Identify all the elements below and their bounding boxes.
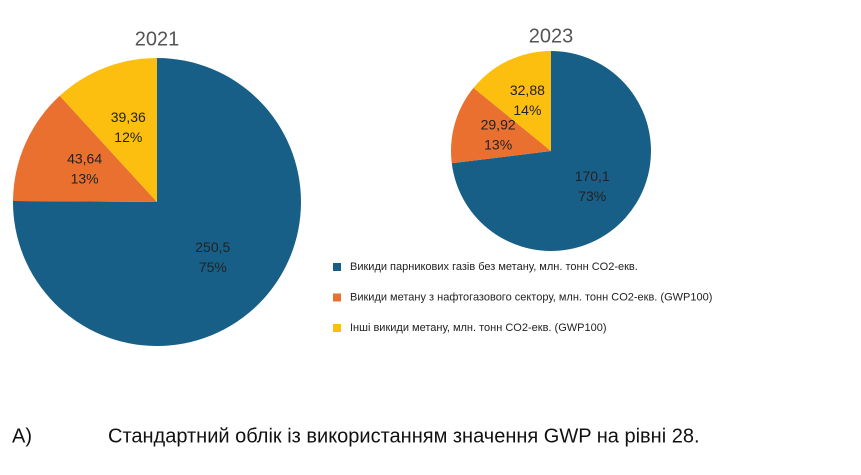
value-label: 32,88: [510, 82, 545, 98]
chart-title: 2023: [529, 25, 574, 47]
pie-slice: [473, 51, 551, 151]
legend-swatch: [333, 324, 341, 332]
pie-slice: [451, 87, 551, 164]
percent-label: 73%: [578, 188, 606, 204]
chart-title: 2021: [135, 28, 180, 50]
percent-label: 12%: [114, 129, 142, 145]
legend-swatch: [333, 293, 341, 302]
value-label: 170,1: [575, 168, 610, 184]
value-label: 39,36: [111, 109, 146, 125]
legend-swatch: [333, 263, 341, 271]
legend-label: Викиди метану з нафтогазового сектору, м…: [350, 291, 712, 303]
pie-slice: [451, 51, 651, 251]
pie-slice: [12, 58, 301, 346]
legend-label: Інші викиди метану, млн. тонн CO2-екв. (…: [350, 322, 606, 334]
caption-text: Стандартний облік із використанням значе…: [108, 425, 700, 447]
legend-label: Викиди парникових газів без метану, млн.…: [350, 261, 638, 273]
value-label: 250,5: [195, 239, 230, 255]
percent-label: 13%: [71, 171, 99, 187]
pie-slice: [13, 95, 157, 202]
percent-label: 13%: [484, 136, 512, 152]
percent-label: 14%: [513, 102, 541, 118]
pie-slice: [59, 58, 158, 202]
percent-label: 75%: [199, 259, 227, 275]
value-label: 43,64: [67, 151, 102, 167]
caption-label: А): [12, 425, 32, 447]
value-label: 29,92: [481, 116, 516, 132]
